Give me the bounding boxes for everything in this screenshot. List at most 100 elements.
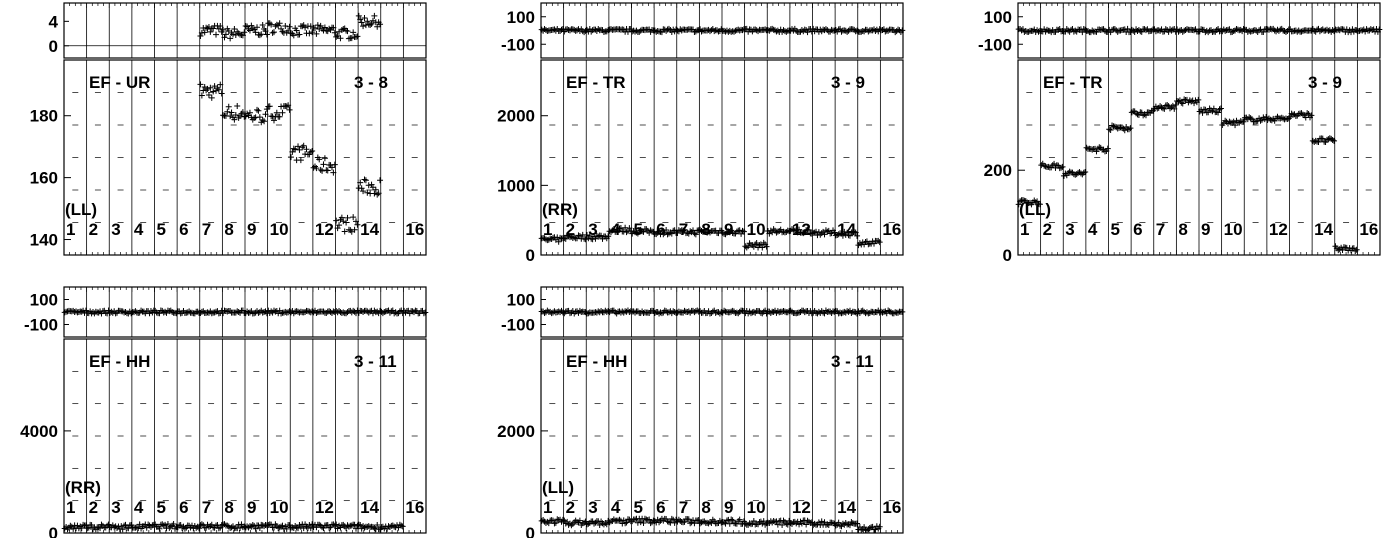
amp-point [677,518,684,525]
amp-point [568,233,575,240]
phase-point [256,32,263,39]
phase-point [348,35,355,42]
amp-point [634,230,641,237]
phase-point [547,308,554,315]
amp-point [343,219,350,226]
phase-point [355,12,362,19]
channel-label: 10 [270,498,289,517]
phase-point [222,31,229,38]
phase-point [733,309,740,316]
amp-point [1215,109,1222,116]
amp-point [128,521,135,528]
amp-point [371,525,378,532]
channel-label: 16 [405,498,424,517]
phase-point [330,24,337,31]
phase-point [890,310,897,317]
phase-point [783,28,790,35]
phase-point [585,310,592,317]
phase-point [865,28,872,35]
amp-point [283,103,290,110]
amp-point [872,526,879,533]
amp-ytick-label: 0 [526,246,535,265]
phase-point [119,308,126,315]
phase-point [852,28,859,35]
phase-point [61,309,68,316]
amp-point [319,167,326,174]
amp-point [671,519,678,526]
amp-point [846,232,853,239]
phase-point [684,308,691,315]
phase-point [220,26,227,33]
phase-point [801,309,808,316]
phase-point [95,309,102,316]
amp-point [740,228,747,235]
amp-point [876,239,883,246]
amp-point [343,525,350,532]
channel-label: 10 [747,498,766,517]
amp-point [1164,102,1171,109]
channel-label: 5 [157,220,166,239]
phase-point [197,32,204,39]
channel-label: 5 [1111,220,1120,239]
phase-point [198,308,205,315]
amp-point [736,516,743,523]
phase-point [899,308,906,315]
amp-point [681,226,688,233]
phase-point [360,23,367,30]
amp-point [862,526,869,533]
amp-point [225,103,232,110]
antenna-pair-label: 3 - 8 [354,73,388,92]
amp-point [170,521,177,528]
amp-point [1114,125,1121,132]
amp-point [164,521,171,528]
amp-point [74,522,81,529]
phase-point [726,309,733,316]
phase-point [293,27,300,34]
channel-label: 10 [747,220,766,239]
amp-point [1304,110,1311,117]
channel-label: 14 [360,498,379,517]
amp-point [571,234,578,241]
channel-label: 16 [882,220,901,239]
amp-point [606,228,613,235]
phase-point [1142,27,1149,34]
phase-point [1343,26,1350,33]
phase-point [272,23,279,30]
amp-point [1315,138,1322,145]
channel-label: 4 [1088,220,1098,239]
amp-point [70,525,77,532]
amp-point [361,176,368,183]
amp-point [338,214,345,221]
phase-point [278,310,285,317]
amplitude-series [197,81,384,235]
phase-point [420,310,427,317]
phase-point [739,27,746,34]
phase-point [422,309,429,316]
amp-ytick-label: 180 [30,107,58,126]
phase-point [153,309,160,316]
phase-point [774,27,781,34]
phase-point [229,31,236,38]
amp-point [1183,96,1190,103]
phase-point [879,309,886,316]
amp-point [351,226,358,233]
amp-point [309,147,316,154]
amp-point [776,227,783,234]
amp-point [217,81,224,88]
amplitude-series [538,515,883,534]
phase-point [290,32,297,39]
channel-label: 6 [656,498,665,517]
phase-series [538,307,906,317]
phase-point [108,308,115,315]
phase-point [1065,27,1072,34]
phase-point [300,22,307,29]
amp-point [818,518,825,525]
phase-point [1213,27,1220,34]
amp-point [246,109,253,116]
phase-point [313,30,320,37]
amp-point [362,177,369,184]
phase-point [1311,27,1318,34]
amp-point [1066,168,1073,175]
amp-point [1161,105,1168,112]
